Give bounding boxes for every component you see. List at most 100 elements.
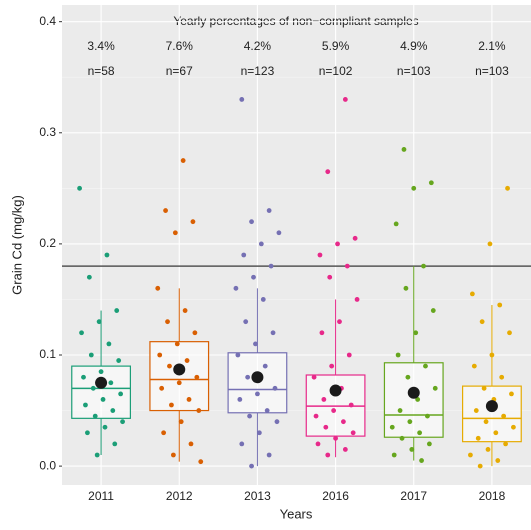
point [114, 308, 120, 313]
point [473, 408, 479, 413]
point [169, 402, 174, 408]
point [499, 374, 505, 380]
point [272, 385, 278, 391]
point [274, 419, 280, 425]
x-tick-label: 2013 [244, 489, 271, 503]
point [487, 241, 493, 247]
point [489, 352, 495, 358]
point [266, 208, 272, 213]
point [245, 374, 251, 380]
y-tick-label: 0.3 [39, 125, 56, 139]
mean [173, 363, 186, 376]
mean [407, 386, 420, 399]
point [505, 185, 510, 191]
point [77, 185, 82, 191]
percent-label: 3.4% [87, 39, 115, 53]
point [239, 441, 245, 447]
point [243, 319, 249, 325]
point [348, 402, 354, 408]
point [319, 330, 325, 336]
point [81, 374, 86, 380]
point [497, 302, 503, 308]
point [94, 452, 100, 458]
point [241, 252, 247, 258]
point [260, 297, 266, 302]
x-tick-label: 2012 [166, 489, 193, 503]
plot-panel [62, 5, 531, 485]
point [100, 397, 106, 402]
point [110, 408, 116, 413]
point [493, 430, 499, 436]
n-label: n=103 [475, 64, 509, 78]
point [350, 430, 356, 436]
point [331, 408, 337, 413]
point [247, 413, 253, 419]
point [411, 185, 417, 191]
point [432, 385, 438, 391]
point [352, 235, 358, 241]
y-axis-label: Grain Cd (mg/kg) [9, 195, 24, 295]
x-tick-label: 2018 [479, 489, 506, 503]
point [405, 374, 411, 380]
point [342, 97, 348, 102]
point [501, 413, 507, 419]
point [475, 435, 481, 441]
point [395, 352, 401, 358]
point [495, 458, 501, 463]
point [479, 319, 485, 325]
point [426, 441, 432, 447]
n-label: n=58 [88, 64, 115, 78]
point [85, 430, 90, 436]
x-tick-label: 2017 [400, 489, 427, 503]
point [178, 419, 184, 425]
point [423, 363, 428, 369]
point [176, 380, 182, 386]
point [159, 385, 165, 391]
percent-label: 7.6% [166, 39, 194, 53]
mean [95, 376, 108, 389]
point [165, 319, 170, 325]
point [235, 352, 241, 358]
point [471, 363, 477, 369]
point [417, 430, 423, 436]
point [253, 341, 258, 347]
point [485, 447, 491, 452]
mean [251, 371, 264, 384]
n-label: n=123 [241, 64, 275, 78]
point [190, 219, 196, 225]
point [112, 441, 118, 447]
point [255, 391, 260, 397]
point [344, 263, 350, 269]
point [335, 241, 340, 247]
y-tick-label: 0.2 [39, 236, 56, 250]
point [266, 452, 272, 458]
point [186, 397, 192, 402]
point [333, 435, 338, 441]
point [120, 419, 125, 425]
n-label: n=103 [397, 64, 431, 78]
point [419, 458, 424, 463]
mean [485, 400, 498, 413]
point [354, 297, 360, 302]
point [276, 230, 282, 236]
percent-label: 5.9% [322, 39, 350, 53]
point [180, 158, 186, 163]
point [317, 252, 323, 258]
point [155, 285, 161, 291]
point [92, 413, 98, 419]
point [239, 97, 245, 102]
point [481, 385, 487, 391]
point [106, 341, 112, 347]
point [196, 408, 202, 413]
n-label: n=102 [319, 64, 353, 78]
point [341, 419, 346, 425]
point [249, 219, 254, 225]
point [325, 169, 331, 175]
point [96, 319, 102, 325]
point [407, 419, 413, 425]
point [503, 441, 508, 447]
percent-label: 4.9% [400, 39, 428, 53]
mean [329, 384, 342, 397]
point [233, 285, 239, 291]
